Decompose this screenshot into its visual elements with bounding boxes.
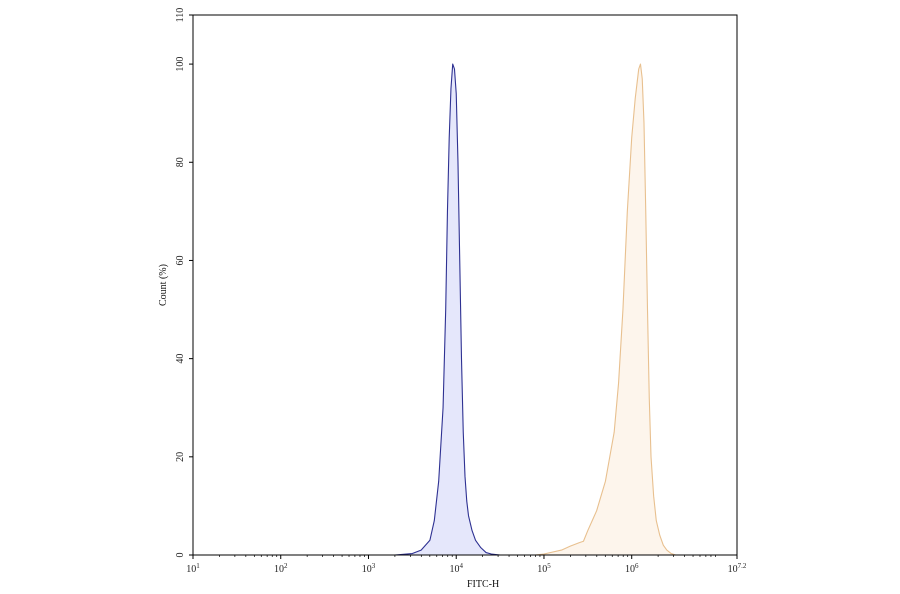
series-1-area <box>394 64 544 555</box>
x-tick-label: 104 <box>449 562 463 575</box>
y-tick-label: 20 <box>175 452 186 462</box>
y-tick-label: 100 <box>175 57 186 72</box>
series-layer <box>394 63 720 556</box>
x-tick-label: 107.2 <box>728 562 747 575</box>
y-tick-label: 80 <box>175 157 186 167</box>
x-tick-label: 102 <box>274 562 288 575</box>
y-axis-label: Count (%) <box>158 264 169 306</box>
x-tick-label: 101 <box>186 562 200 575</box>
x-tick-label: 105 <box>537 562 551 575</box>
y-tick-label: 40 <box>175 354 186 364</box>
y-tick-label: 110 <box>175 8 186 23</box>
plot-frame <box>192 14 738 556</box>
y-tick-label: 0 <box>175 553 186 558</box>
series-2-line <box>535 63 720 556</box>
x-tick-label: 103 <box>362 562 376 575</box>
y-tick-label: 60 <box>175 255 186 265</box>
series-2-area <box>535 64 720 555</box>
series-1-line <box>394 63 544 556</box>
x-axis-label: FITC-H <box>467 579 499 590</box>
x-axis: 101 102 103 104 105 106 107.2 <box>186 555 747 575</box>
y-axis: 0 20 40 60 80 100 110 <box>175 8 193 558</box>
x-tick-label: 106 <box>625 562 639 575</box>
